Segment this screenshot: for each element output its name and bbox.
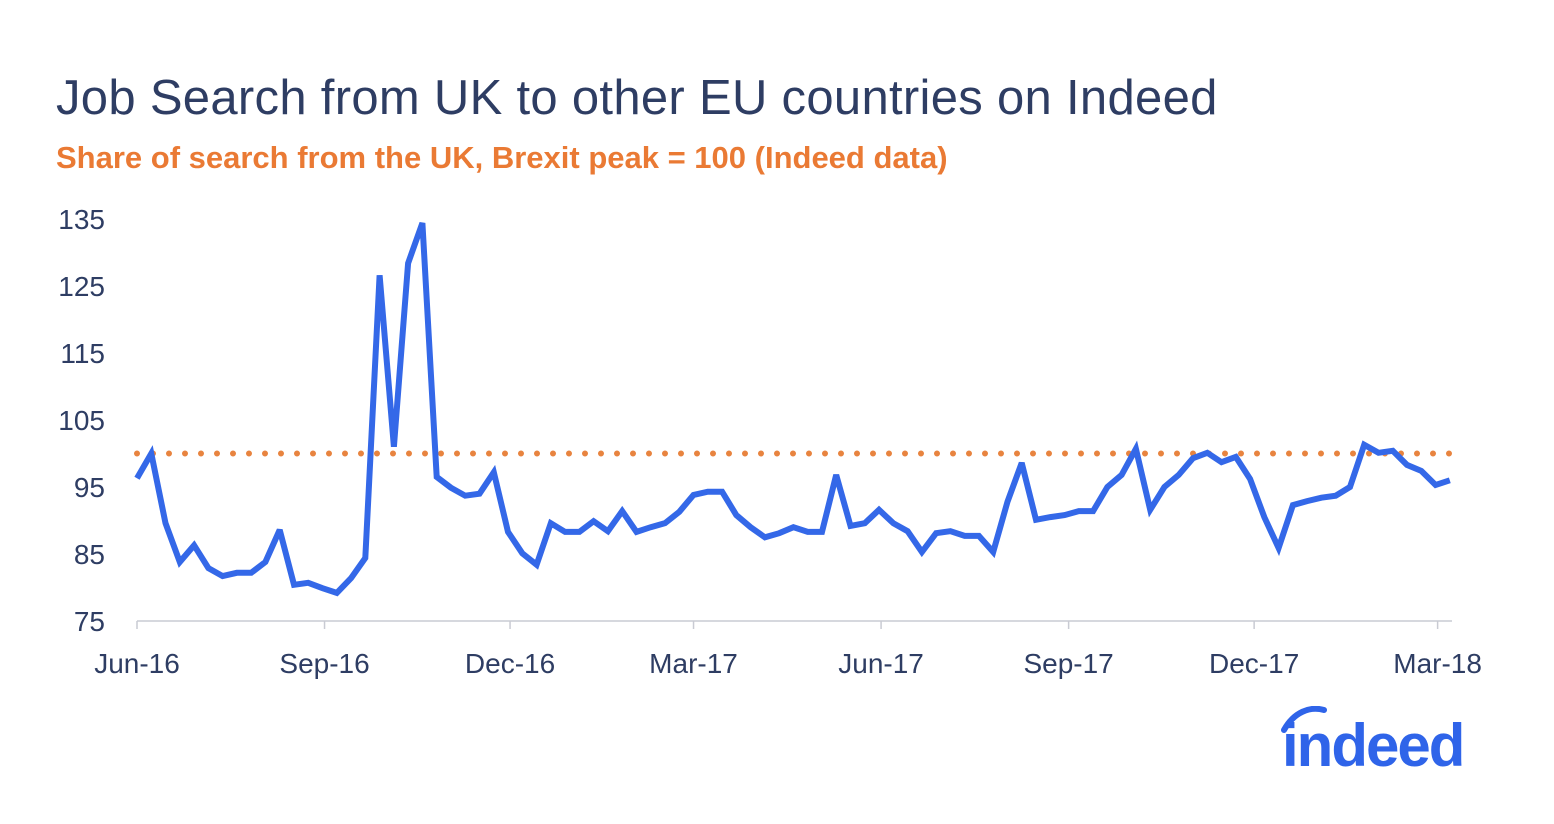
y-tick-label: 135 (58, 204, 105, 235)
chart-title: Job Search from UK to other EU countries… (56, 71, 1218, 125)
y-axis: 75 85 95 105 115 125 135 (58, 204, 105, 637)
x-tick-label: Mar-18 (1393, 648, 1482, 679)
chart-subtitle: Share of search from the UK, Brexit peak… (56, 140, 948, 175)
logo-text: indeed (1282, 712, 1463, 776)
x-tick-label: Sep-17 (1023, 648, 1113, 679)
series-layer (134, 221, 1451, 597)
y-tick-label: 95 (74, 472, 105, 503)
logo-arc-icon (1281, 706, 1327, 733)
series-line (134, 221, 1451, 597)
y-tick-label: 125 (58, 271, 105, 302)
y-tick-label: 105 (58, 405, 105, 436)
y-tick-label: 85 (74, 539, 105, 570)
x-tick-label: Dec-16 (465, 648, 555, 679)
x-tick-label: Sep-16 (279, 648, 369, 679)
y-tick-label: 115 (60, 338, 105, 369)
x-tick-label: Dec-17 (1209, 648, 1299, 679)
x-axis: Jun-16 Sep-16 Dec-16 Mar-17 Jun-17 Sep-17 Dec-… (94, 620, 1482, 679)
x-tick-label: Mar-17 (649, 648, 738, 679)
y-tick-label: 75 (74, 606, 105, 637)
indeed-logo: indeed (1281, 706, 1465, 776)
x-tick-label: Jun-16 (94, 648, 180, 679)
x-tick-label: Jun-17 (838, 648, 924, 679)
